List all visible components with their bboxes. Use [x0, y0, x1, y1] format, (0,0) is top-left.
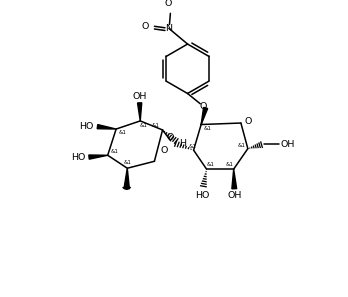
Text: N: N: [165, 24, 172, 33]
Text: HO: HO: [79, 122, 94, 131]
Text: O: O: [161, 146, 168, 155]
Text: &1: &1: [151, 123, 159, 128]
Polygon shape: [232, 169, 237, 189]
Text: &1: &1: [189, 144, 197, 149]
Text: OH: OH: [227, 191, 242, 200]
Text: O: O: [199, 102, 207, 111]
Text: H: H: [180, 139, 187, 148]
Text: HO: HO: [71, 153, 85, 162]
Text: &1: &1: [139, 123, 147, 128]
Text: OH: OH: [280, 140, 295, 148]
Text: O: O: [165, 0, 172, 9]
Text: &1: &1: [203, 126, 211, 131]
Polygon shape: [89, 155, 108, 159]
Text: O: O: [141, 22, 149, 31]
Text: O: O: [167, 133, 174, 142]
Text: O: O: [244, 117, 252, 126]
Text: &1: &1: [110, 149, 118, 154]
Text: HO: HO: [195, 191, 209, 200]
Polygon shape: [124, 168, 129, 189]
Polygon shape: [97, 124, 116, 129]
Text: &1: &1: [123, 160, 131, 165]
Polygon shape: [201, 108, 208, 124]
Text: &1: &1: [226, 162, 234, 167]
Text: &1: &1: [207, 162, 215, 167]
Polygon shape: [137, 103, 142, 121]
Text: &1: &1: [119, 130, 127, 135]
Text: OH: OH: [133, 92, 147, 101]
Text: &1: &1: [237, 143, 245, 148]
